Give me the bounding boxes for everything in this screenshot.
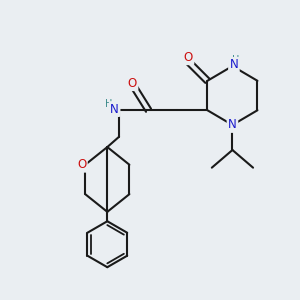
Text: N: N [230, 58, 238, 71]
Text: O: O [77, 158, 86, 171]
Text: H: H [232, 55, 240, 64]
Text: H: H [105, 99, 112, 109]
Text: N: N [110, 103, 119, 116]
Text: O: O [184, 51, 193, 64]
Text: N: N [228, 118, 237, 131]
Text: O: O [128, 77, 137, 90]
